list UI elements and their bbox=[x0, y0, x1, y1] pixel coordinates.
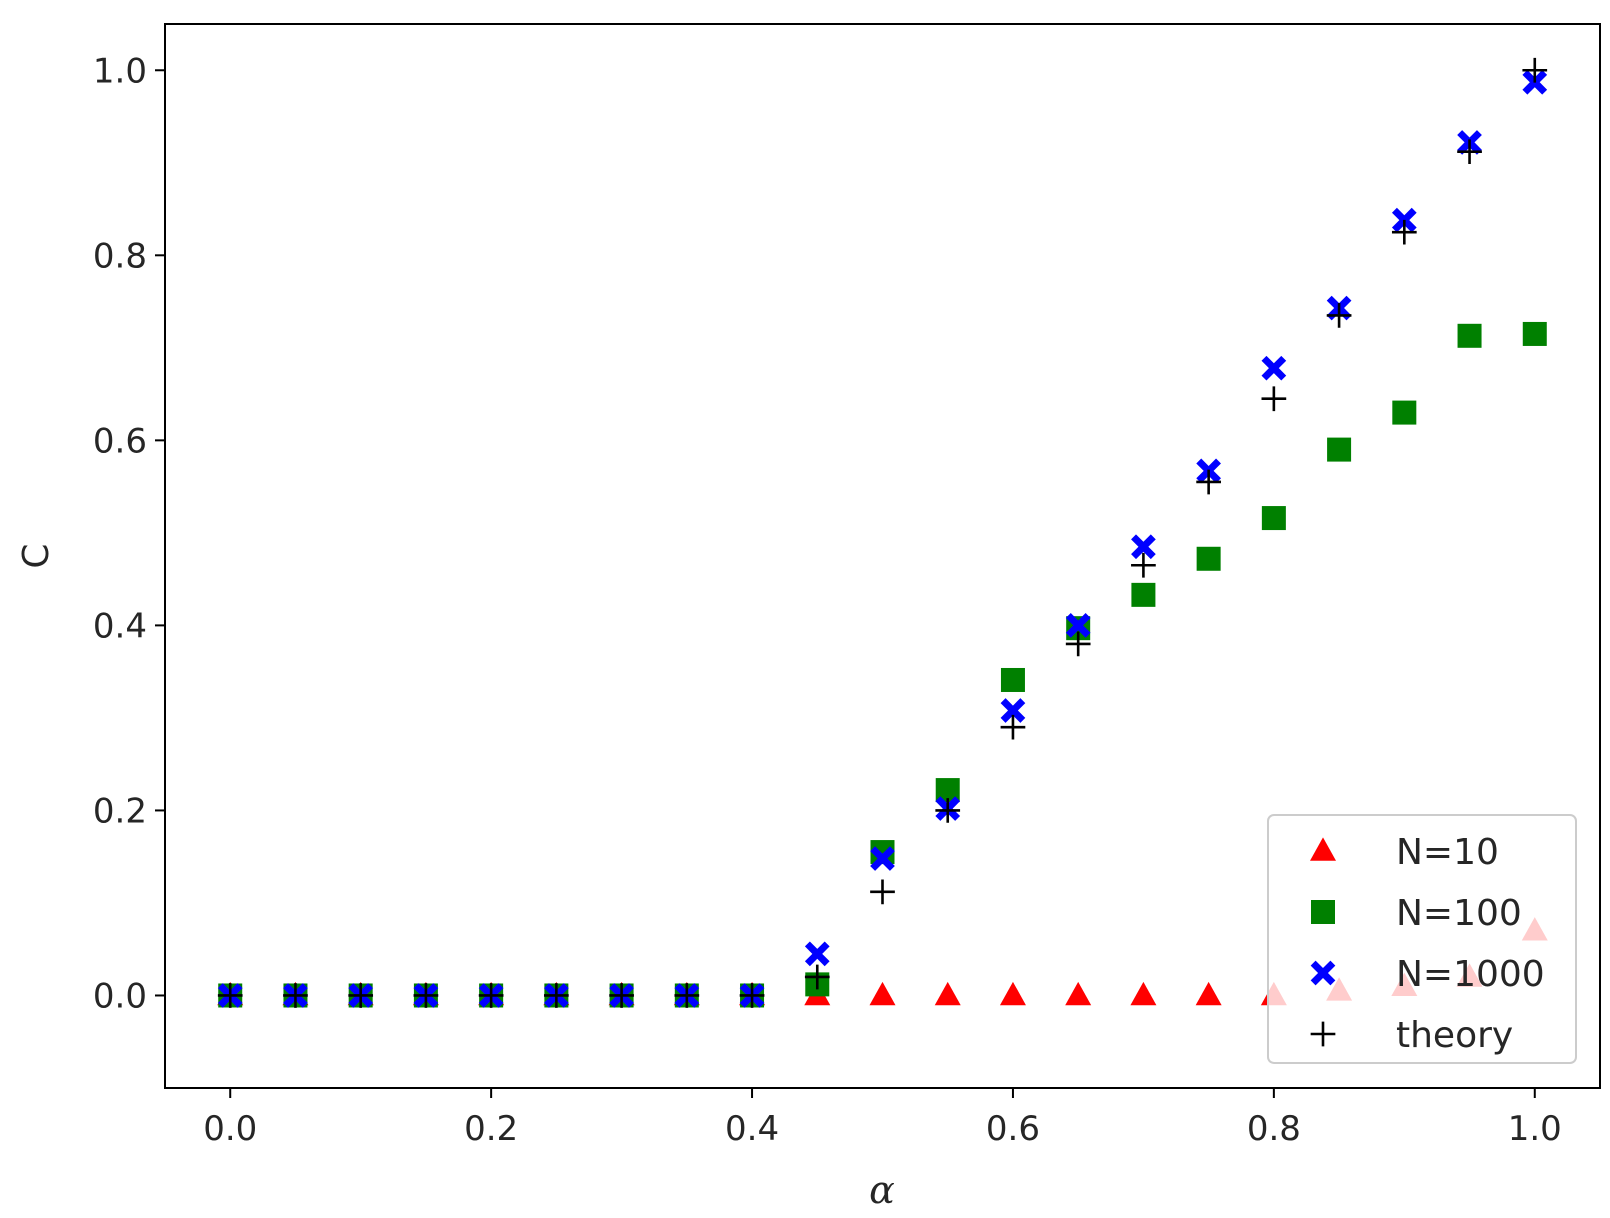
data-point bbox=[1130, 981, 1157, 1006]
data-point bbox=[1196, 469, 1221, 495]
legend-label: theory bbox=[1396, 1015, 1513, 1056]
y-tick-label: 1.0 bbox=[93, 51, 147, 91]
x-tick-label: 1.0 bbox=[1508, 1109, 1562, 1149]
y-axis-ticks: 0.0 0.2 0.4 0.6 0.8 1.0 bbox=[93, 51, 165, 1016]
x-tick-label: 0.4 bbox=[725, 1109, 779, 1149]
data-point bbox=[1457, 323, 1482, 348]
data-point bbox=[999, 981, 1026, 1006]
x-tick-label: 0.2 bbox=[464, 1109, 518, 1149]
legend-marker bbox=[1310, 1021, 1336, 1047]
data-point bbox=[1196, 546, 1221, 571]
data-point bbox=[348, 983, 374, 1008]
data-point bbox=[544, 983, 569, 1008]
x-axis-label: α bbox=[869, 1168, 895, 1212]
data-point bbox=[1065, 981, 1092, 1006]
data-point bbox=[1065, 613, 1091, 638]
legend-item: N=10 bbox=[1310, 832, 1499, 873]
y-tick-label: 0.6 bbox=[93, 421, 147, 461]
plot-frame bbox=[164, 23, 1601, 1089]
data-point bbox=[935, 798, 961, 823]
data-point bbox=[1392, 400, 1417, 425]
y-axis-label: C bbox=[16, 543, 57, 568]
legend-label: N=10 bbox=[1396, 832, 1499, 873]
data-point bbox=[1326, 303, 1352, 328]
data-point bbox=[283, 983, 308, 1008]
data-point bbox=[1261, 506, 1286, 531]
data-point bbox=[1000, 714, 1026, 740]
series-n-1000 bbox=[217, 69, 1548, 1008]
x-tick-label: 0.6 bbox=[986, 1109, 1040, 1149]
data-point bbox=[1131, 552, 1156, 578]
data-point bbox=[217, 983, 243, 1008]
data-point bbox=[1000, 698, 1026, 723]
data-point bbox=[870, 846, 895, 871]
data-point bbox=[478, 983, 504, 1008]
legend-item: theory bbox=[1310, 1015, 1513, 1056]
data-point bbox=[804, 941, 830, 967]
data-point bbox=[869, 981, 896, 1006]
y-tick-label: 0.2 bbox=[93, 791, 147, 831]
data-point bbox=[804, 964, 830, 990]
data-point bbox=[1391, 219, 1417, 245]
series-theory bbox=[217, 57, 1548, 1008]
data-point bbox=[1131, 582, 1156, 607]
data-point bbox=[1522, 321, 1547, 346]
data-point bbox=[1065, 631, 1091, 657]
legend-marker bbox=[1310, 837, 1336, 861]
legend-item: N=100 bbox=[1311, 893, 1522, 934]
data-point bbox=[1522, 57, 1548, 83]
data-point bbox=[1261, 355, 1287, 381]
data-point bbox=[413, 983, 439, 1008]
legend-box bbox=[1267, 814, 1577, 1064]
x-tick-label: 0.8 bbox=[1247, 1109, 1301, 1149]
legend-marker bbox=[1310, 960, 1336, 986]
x-axis-ticks: 0.0 0.2 0.4 0.6 0.8 1.0 bbox=[203, 1088, 1562, 1149]
y-tick-label: 0.8 bbox=[93, 236, 147, 276]
legend-item: N=1000 bbox=[1310, 954, 1545, 995]
data-point bbox=[1131, 534, 1156, 560]
data-point bbox=[934, 981, 961, 1006]
legend-label: N=1000 bbox=[1396, 954, 1545, 995]
legend: N=10 N=100 N=1000 theory bbox=[1267, 814, 1577, 1064]
data-point bbox=[1261, 386, 1287, 412]
y-tick-label: 0.4 bbox=[93, 606, 147, 646]
x-tick-label: 0.0 bbox=[203, 1109, 257, 1149]
data-point bbox=[674, 983, 700, 1008]
legend-label: N=100 bbox=[1396, 893, 1522, 934]
data-point bbox=[870, 879, 895, 905]
data-point bbox=[1000, 667, 1025, 692]
data-point bbox=[1327, 437, 1352, 462]
legend-marker bbox=[1311, 900, 1335, 924]
y-tick-label: 0.0 bbox=[93, 976, 147, 1016]
data-point bbox=[739, 983, 765, 1008]
data-point bbox=[1457, 139, 1482, 165]
data-point bbox=[1195, 981, 1222, 1006]
data-point bbox=[609, 983, 634, 1008]
axes: 0.0 0.2 0.4 0.6 0.8 1.0 0.0 0.2 0.4 0.6 0.8 1.0 bbox=[93, 23, 1601, 1149]
